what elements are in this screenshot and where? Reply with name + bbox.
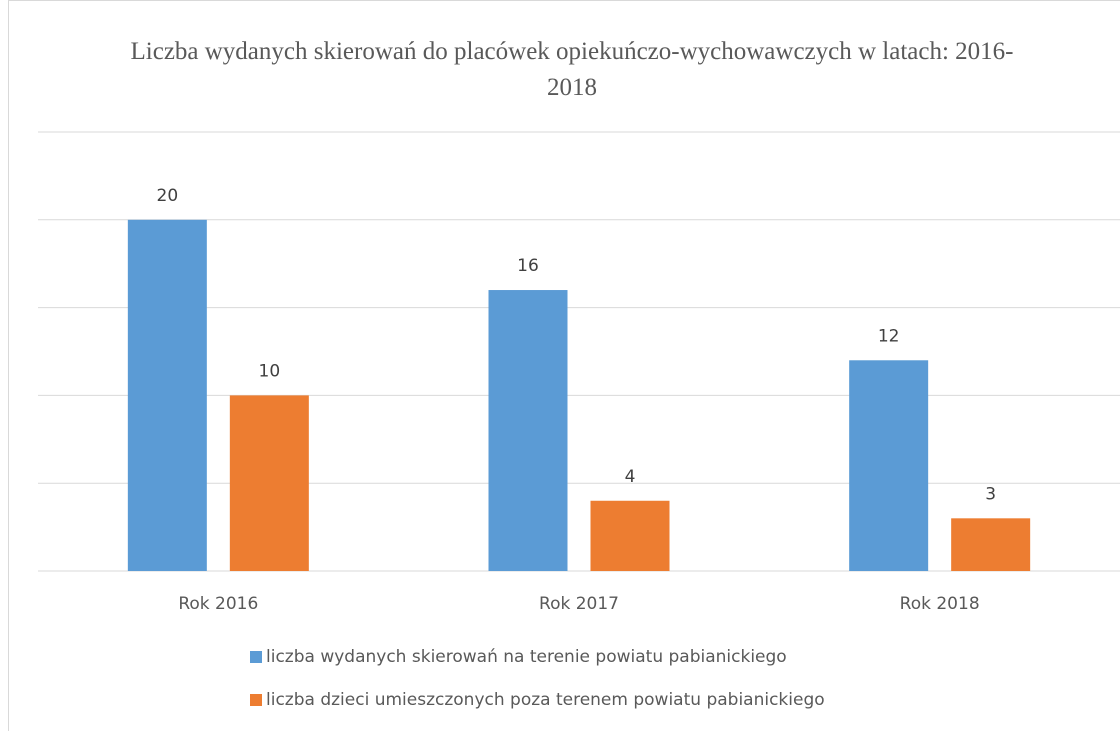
data-label: 12 — [878, 326, 900, 346]
data-label: 3 — [985, 484, 996, 504]
x-tick-label: Rok 2017 — [539, 594, 619, 614]
legend-swatch — [250, 694, 262, 706]
bar — [229, 395, 309, 571]
legend-label: liczba wydanych skierowań na terenie pow… — [266, 647, 787, 667]
chart-title: Liczba wydanych skierowań do placówek op… — [130, 38, 1014, 101]
bar — [488, 290, 568, 571]
bar — [849, 360, 929, 571]
bar — [127, 219, 207, 572]
x-tick-label: Rok 2016 — [178, 594, 258, 614]
legend-swatch — [250, 651, 262, 663]
data-label: 20 — [157, 186, 179, 206]
x-tick-label: Rok 2018 — [900, 594, 980, 614]
bar — [951, 518, 1031, 571]
data-label: 10 — [259, 361, 281, 381]
bar — [590, 500, 670, 571]
legend-label: liczba dzieci umieszczonych poza terenem… — [266, 690, 825, 710]
chart-frame — [8, 0, 1120, 731]
data-label: 4 — [625, 467, 636, 487]
data-label: 16 — [517, 256, 539, 276]
